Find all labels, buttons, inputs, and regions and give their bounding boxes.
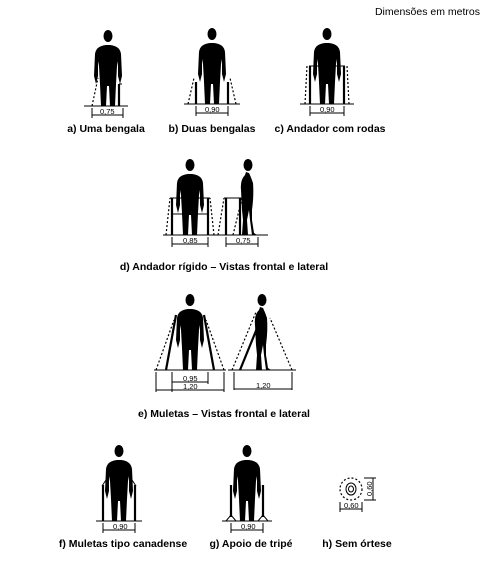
figure-d-rigid-walker: 0,85 0,75: [163, 159, 268, 247]
dim-d-front: 0,85: [183, 236, 198, 245]
dim-h-width: 0,60: [344, 501, 359, 510]
caption-c: c) Andador com rodas: [274, 123, 386, 135]
caption-f: f) Muletas tipo canadense: [58, 538, 188, 550]
dim-g-width: 0,90: [241, 522, 256, 531]
dim-e-front-outer: 1,20: [183, 382, 198, 391]
units-note: Dimensões em metros: [374, 6, 480, 18]
dim-h-depth: 0,60: [365, 481, 374, 496]
dim-a-width: 0,75: [100, 107, 115, 116]
caption-b: b) Duas bengalas: [168, 123, 256, 135]
dim-c-width: 0,90: [320, 105, 335, 114]
figure-f-canadian-crutches: 0,90: [96, 445, 142, 533]
figure-c-wheeled-walker: 0,90: [300, 28, 354, 116]
dim-e-side: 1,20: [256, 381, 271, 390]
caption-e: e) Muletas – Vistas frontal e lateral: [138, 408, 310, 420]
caption-d: d) Andador rígido – Vistas frontal e lat…: [119, 261, 329, 273]
figure-e-crutches: 0,95 1,20 1,20: [154, 294, 296, 392]
figure-h-no-aid: 0,60 0,60: [339, 477, 376, 512]
figure-g-tripod-support: 0,90: [222, 445, 272, 533]
dim-f-width: 0,90: [113, 522, 128, 531]
dim-d-side: 0,75: [236, 236, 251, 245]
caption-g: g) Apoio de tripé: [209, 538, 293, 550]
dim-e-front-inner: 0,95: [183, 374, 198, 383]
caption-h: h) Sem órtese: [322, 538, 392, 550]
figure-b-two-canes: 0,90: [184, 28, 240, 116]
figure-a-one-cane: 0,75: [84, 30, 128, 118]
dim-b-width: 0,90: [205, 105, 220, 114]
caption-a: a) Uma bengala: [67, 123, 145, 135]
